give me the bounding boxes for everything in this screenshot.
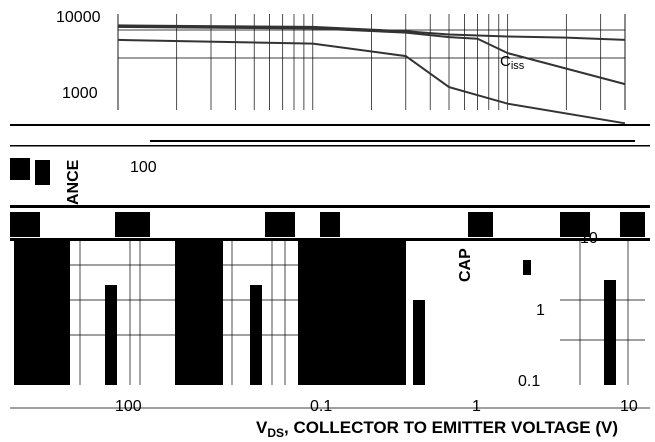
y-tick-label: 1000 bbox=[62, 85, 98, 102]
x-tick-label: 1 bbox=[472, 398, 481, 415]
y-tick-label: 10 bbox=[580, 230, 598, 247]
y-axis-label-fragment: CAP bbox=[457, 248, 474, 282]
y-tick-label: 100 bbox=[130, 159, 157, 176]
y-tick-label: 1 bbox=[536, 302, 545, 319]
series-line-0 bbox=[117, 24, 626, 41]
upper-plot-grid bbox=[117, 14, 626, 110]
series-line-1 bbox=[117, 25, 626, 86]
y-axis-label-fragment: ANCE bbox=[65, 159, 82, 205]
x-tick-label: 0.1 bbox=[310, 398, 332, 415]
series-label-ciss: Ciss bbox=[500, 53, 525, 72]
x-tick-label: 100 bbox=[115, 398, 142, 415]
series-line-2 bbox=[117, 38, 626, 125]
scan-noise-band bbox=[10, 124, 650, 409]
x-axis-label: VDS, COLLECTOR TO EMITTER VOLTAGE (V) bbox=[256, 418, 618, 440]
capacitance-curves bbox=[117, 24, 626, 125]
y-tick-label: 0.1 bbox=[518, 373, 540, 390]
x-tick-label: 10 bbox=[620, 398, 638, 415]
y-tick-label: 10000 bbox=[56, 9, 101, 26]
